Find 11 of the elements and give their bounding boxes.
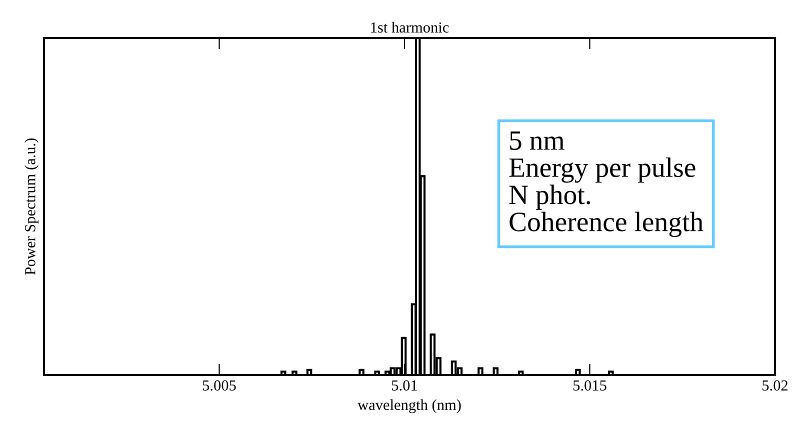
annotation: 5 nm	[510, 131, 564, 150]
annotation: Coherence length	[510, 212, 704, 238]
x-tick-label: 5.02	[762, 380, 788, 391]
x-tick-label: 5.005	[202, 380, 236, 391]
x-tick-label: 5.015	[573, 380, 606, 391]
annotation: Energy per pulse	[509, 157, 696, 183]
x-axis-title: wavelength (nm)	[358, 399, 461, 414]
chart-title: 1st harmonic	[371, 22, 449, 33]
x-tick-label: 5.01	[392, 380, 417, 391]
y-axis-title: Power Spectrum (a.u.)	[24, 138, 38, 275]
annotation: N phot.	[509, 184, 590, 210]
